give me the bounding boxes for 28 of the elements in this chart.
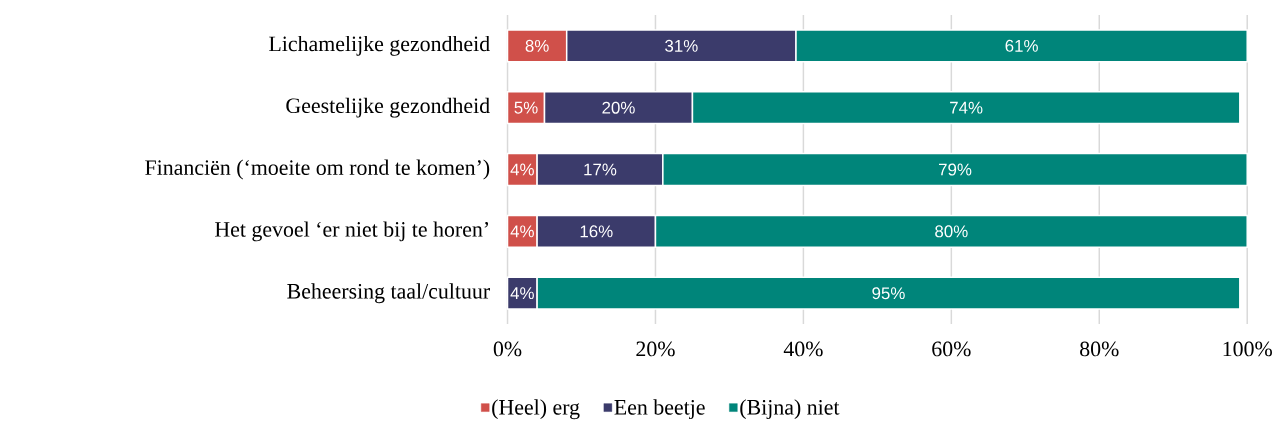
y-tick-label: Beheersing taal/cultuur xyxy=(287,283,490,304)
x-tick-label: 40% xyxy=(783,341,823,357)
x-tick-label: 80% xyxy=(1080,341,1119,357)
data-label: 74% xyxy=(950,101,983,114)
data-label: 20% xyxy=(602,101,635,114)
y-tick-label: Het gevoel ‘er niet bij te horen’ xyxy=(215,221,489,242)
data-label: 5% xyxy=(514,101,538,114)
x-tick-label: 20% xyxy=(636,341,675,357)
y-tick-label: Financiën (‘moeite om rond te komen’) xyxy=(145,159,490,180)
y-tick-label: Geestelijke gezondheid xyxy=(286,97,490,118)
legend-label: (Heel) erg xyxy=(492,399,580,420)
legend-label: Een beetje xyxy=(614,399,705,420)
data-label: 4% xyxy=(510,163,534,176)
data-label: 4% xyxy=(510,287,534,300)
data-label: 80% xyxy=(935,225,968,238)
data-label: 16% xyxy=(580,225,613,238)
x-tick-label: 60% xyxy=(932,341,971,357)
y-tick-label: Lichamelijke gezondheid xyxy=(269,36,490,56)
data-label: 31% xyxy=(665,40,698,53)
data-label: 17% xyxy=(584,163,617,176)
data-label: 95% xyxy=(872,287,905,300)
data-label: 61% xyxy=(1005,40,1038,53)
data-label: 79% xyxy=(938,163,972,176)
data-label: 8% xyxy=(525,40,549,53)
data-label: 4% xyxy=(510,225,534,238)
x-tick-label: 100% xyxy=(1223,341,1272,357)
legend-label: (Bijna) niet xyxy=(740,399,840,420)
x-tick-label: 0% xyxy=(493,341,522,357)
